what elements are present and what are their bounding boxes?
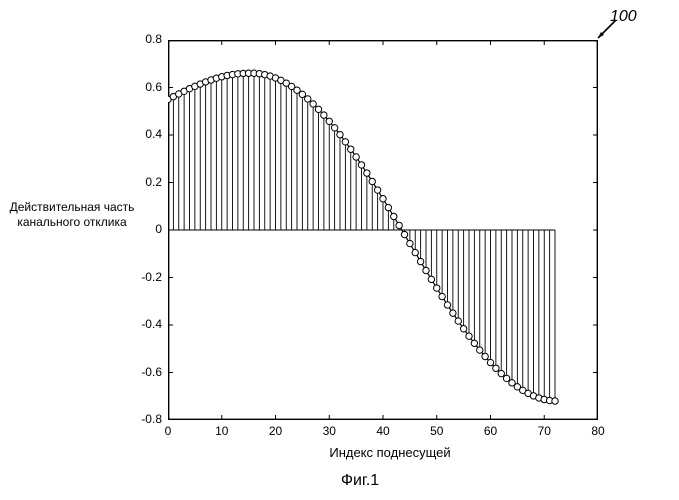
- x-tick-label: 20: [266, 424, 286, 438]
- stem-plot: [168, 40, 598, 420]
- y-axis-label-line1: Действительная часть: [10, 200, 135, 214]
- x-tick-label: 40: [373, 424, 393, 438]
- y-tick-label: 0.4: [132, 127, 162, 141]
- x-tick-label: 80: [588, 424, 608, 438]
- y-tick-label: 0.8: [132, 32, 162, 46]
- x-tick-label: 0: [158, 424, 178, 438]
- x-tick-label: 50: [427, 424, 447, 438]
- y-tick-label: -0.4: [132, 317, 162, 331]
- figure-caption: Фиг.1: [300, 472, 420, 490]
- x-tick-label: 60: [481, 424, 501, 438]
- figure-container: 10 0 Действительная часть канального откл…: [0, 0, 679, 500]
- x-axis-label: Индекс поднесущей: [300, 445, 480, 460]
- y-axis-label: Действительная часть канального отклика: [2, 200, 142, 230]
- y-tick-label: 0.6: [132, 80, 162, 94]
- y-tick-label: -0.8: [132, 412, 162, 426]
- y-tick-label: -0.2: [132, 270, 162, 284]
- x-tick-label: 10: [212, 424, 232, 438]
- x-tick-label: 70: [534, 424, 554, 438]
- y-tick-label: 0.2: [132, 175, 162, 189]
- x-tick-label: 30: [319, 424, 339, 438]
- figure-caption-text: Фиг.1: [341, 472, 379, 489]
- x-axis-label-text: Индекс поднесущей: [329, 445, 450, 460]
- y-tick-label: 0: [132, 222, 162, 236]
- y-axis-label-line2: канального отклика: [17, 215, 126, 229]
- y-tick-label: -0.6: [132, 365, 162, 379]
